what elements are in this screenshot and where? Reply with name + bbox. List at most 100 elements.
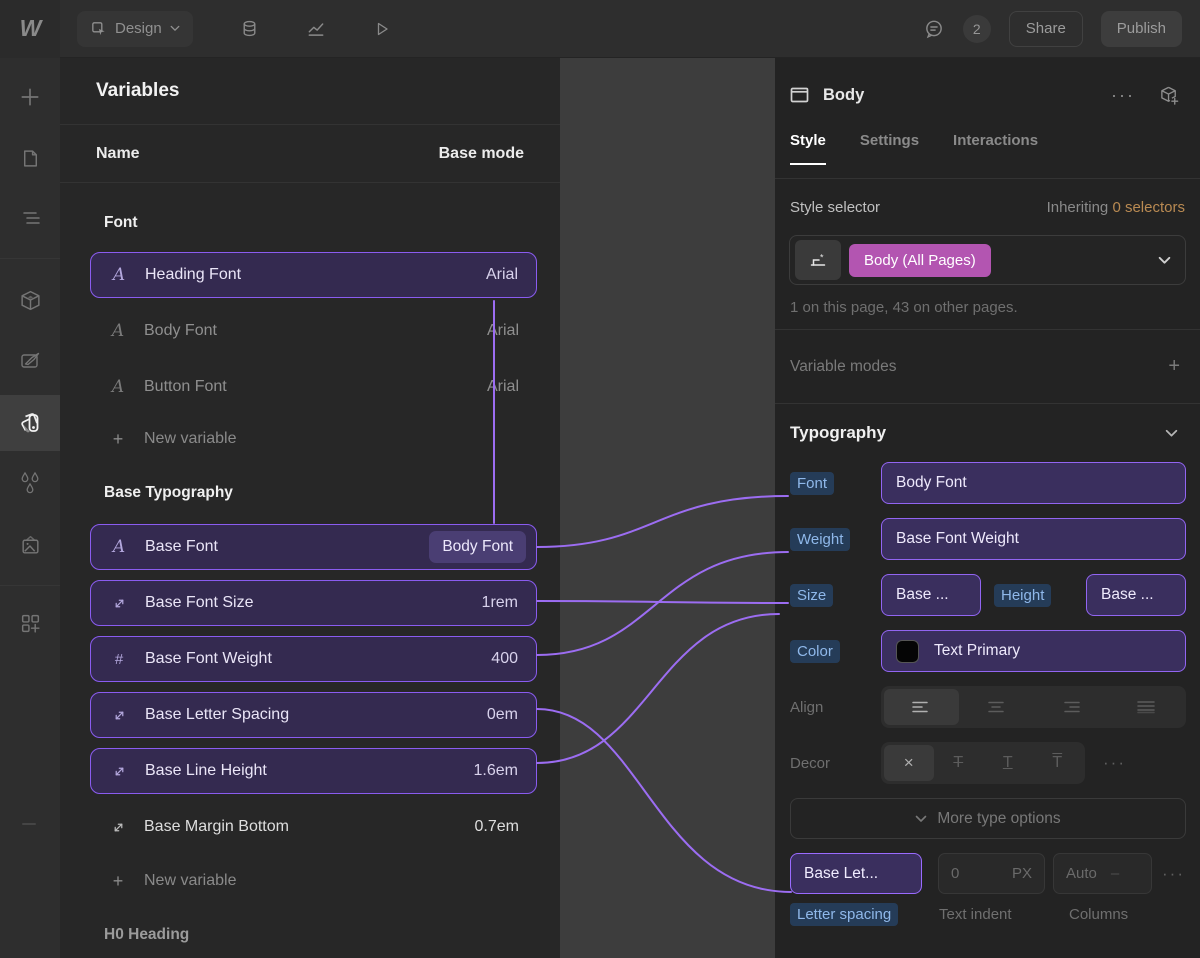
variable-row-heading-font[interactable]: A Heading Font Arial xyxy=(90,252,537,298)
design-canvas[interactable] xyxy=(560,58,775,958)
top-bar-right: 2 Share Publish xyxy=(923,10,1200,47)
left-toolbar xyxy=(0,58,60,958)
columns-value: Auto xyxy=(1066,865,1097,882)
collapse-chevron-icon[interactable] xyxy=(1165,429,1178,438)
style-selector-label: Style selector xyxy=(790,198,881,216)
navigator-icon[interactable] xyxy=(0,196,60,240)
height-value-field[interactable]: Base ... xyxy=(1086,574,1186,616)
apps-icon[interactable] xyxy=(0,601,60,645)
variable-row-base-margin-bottom[interactable]: Base Margin Bottom 0.7em xyxy=(90,804,537,850)
new-variable-button[interactable]: + New variable xyxy=(90,858,527,904)
variable-value: 400 xyxy=(491,650,518,667)
chevron-down-icon[interactable] xyxy=(1158,256,1171,265)
variable-name: Base Font Weight xyxy=(145,650,272,667)
variable-row-button-font[interactable]: A Button Font Arial xyxy=(90,364,537,410)
typography-title: Typography xyxy=(790,423,887,442)
variable-row-base-font-size[interactable]: Base Font Size 1rem xyxy=(90,580,537,626)
variable-name: Base Font xyxy=(145,538,218,555)
text-indent-unit[interactable]: PX xyxy=(1011,865,1032,882)
analytics-icon[interactable] xyxy=(306,19,326,39)
comments-icon[interactable] xyxy=(923,18,945,40)
variable-name: Button Font xyxy=(144,378,227,395)
add-variable-mode-icon[interactable]: + xyxy=(1168,355,1180,377)
font-label-pill[interactable]: Font xyxy=(790,471,835,495)
variable-alias-pill[interactable]: Body Font xyxy=(429,531,526,563)
weight-label-pill[interactable]: Weight xyxy=(790,527,851,551)
variable-row-base-letter-spacing[interactable]: Base Letter Spacing 0em xyxy=(90,692,537,738)
tab-interactions[interactable]: Interactions xyxy=(953,132,1039,149)
decoration-underline-button[interactable]: T xyxy=(1002,754,1013,771)
text-indent-field[interactable]: 0 PX xyxy=(938,853,1045,894)
create-component-icon[interactable] xyxy=(1159,85,1180,106)
align-justify-button[interactable] xyxy=(1108,689,1183,725)
share-button[interactable]: Share xyxy=(1008,10,1083,47)
letter-spacing-label-pill[interactable]: Letter spacing xyxy=(790,903,899,926)
align-segmented-control xyxy=(881,686,1186,728)
style-selector-row: Style selector Inheriting 0 selectors xyxy=(775,179,1200,235)
variable-value: 1.6em xyxy=(473,762,518,779)
variable-value: Arial xyxy=(486,322,519,339)
align-center-button[interactable] xyxy=(959,689,1034,725)
color-value-text: Text Primary xyxy=(934,642,1021,659)
size-type-icon xyxy=(108,820,128,835)
publish-button[interactable]: Publish xyxy=(1100,10,1182,47)
align-right-button[interactable] xyxy=(1034,689,1109,725)
size-label-pill[interactable]: Size xyxy=(790,583,834,607)
webflow-logo[interactable]: W xyxy=(0,0,60,58)
color-swatch[interactable] xyxy=(896,639,919,663)
style-variables-icon[interactable] xyxy=(0,395,60,451)
align-left-button[interactable] xyxy=(884,689,959,725)
style-selector-input[interactable]: * Body (All Pages) xyxy=(789,235,1186,285)
decoration-strikethrough-button[interactable]: T xyxy=(953,754,964,771)
body-element-icon xyxy=(790,87,809,103)
weight-property-label: Weight xyxy=(790,527,881,551)
components-icon[interactable] xyxy=(0,278,60,322)
asset-editor-icon[interactable] xyxy=(0,339,60,383)
toolbar-divider xyxy=(0,585,60,586)
preview-play-icon[interactable] xyxy=(373,20,391,38)
variable-value: 1rem xyxy=(481,594,518,611)
font-value-field[interactable]: Body Font xyxy=(881,462,1186,504)
effects-droplets-icon[interactable] xyxy=(0,461,60,505)
variable-modes-row[interactable]: Variable modes + xyxy=(775,330,1200,403)
element-menu-icon[interactable]: ··· xyxy=(1111,84,1135,105)
add-elements-icon[interactable] xyxy=(0,75,60,119)
cms-database-icon[interactable] xyxy=(240,19,259,38)
columns-field[interactable]: Auto – xyxy=(1053,853,1152,894)
pages-icon[interactable] xyxy=(0,136,60,180)
element-header: Body ··· xyxy=(775,58,1200,132)
collaborators-badge[interactable]: 2 xyxy=(962,14,991,43)
font-type-icon: A xyxy=(111,376,125,397)
size-value-field[interactable]: Base ... xyxy=(881,574,981,616)
number-type-icon: # xyxy=(114,650,124,668)
letter-spacing-field[interactable]: Base Let... xyxy=(790,853,922,894)
decoration-overline-button[interactable]: T xyxy=(1052,754,1063,771)
color-value-field[interactable]: Text Primary xyxy=(881,630,1186,672)
variable-row-base-line-height[interactable]: Base Line Height 1.6em xyxy=(90,748,537,794)
tab-settings[interactable]: Settings xyxy=(859,132,920,149)
typography-section-header[interactable]: Typography xyxy=(775,404,1200,462)
new-variable-button[interactable]: + New variable xyxy=(90,416,527,462)
inheriting-info[interactable]: Inheriting 0 selectors xyxy=(1047,199,1185,216)
media-assets-icon[interactable] xyxy=(0,523,60,567)
tab-style[interactable]: Style xyxy=(790,132,826,165)
variable-value: Arial xyxy=(486,378,519,395)
more-type-options-button[interactable]: More type options xyxy=(790,798,1186,839)
weight-value-field[interactable]: Base Font Weight xyxy=(881,518,1186,560)
color-label-pill[interactable]: Color xyxy=(790,639,840,663)
panel-tabs: Style Settings Interactions xyxy=(775,132,1200,179)
selector-state-icon[interactable]: * xyxy=(795,240,841,280)
variables-column-headers: Name Base mode xyxy=(60,125,560,183)
height-label-pill[interactable]: Height xyxy=(994,583,1052,607)
variable-row-base-font[interactable]: A Base Font Body Font xyxy=(90,524,537,570)
variable-row-body-font[interactable]: A Body Font Arial xyxy=(90,308,537,354)
columns-more-icon[interactable]: ··· xyxy=(1162,863,1185,883)
toolbar-collapsed-item[interactable] xyxy=(22,823,36,825)
decoration-none-button[interactable]: × xyxy=(884,745,934,781)
selected-class-pill[interactable]: Body (All Pages) xyxy=(849,243,991,277)
design-mode-button[interactable]: Design xyxy=(77,10,193,47)
inheriting-count: 0 selectors xyxy=(1112,198,1185,216)
decoration-more-icon[interactable]: ··· xyxy=(1103,753,1126,772)
variable-row-base-font-weight[interactable]: # Base Font Weight 400 xyxy=(90,636,537,682)
plus-icon: + xyxy=(112,870,124,891)
